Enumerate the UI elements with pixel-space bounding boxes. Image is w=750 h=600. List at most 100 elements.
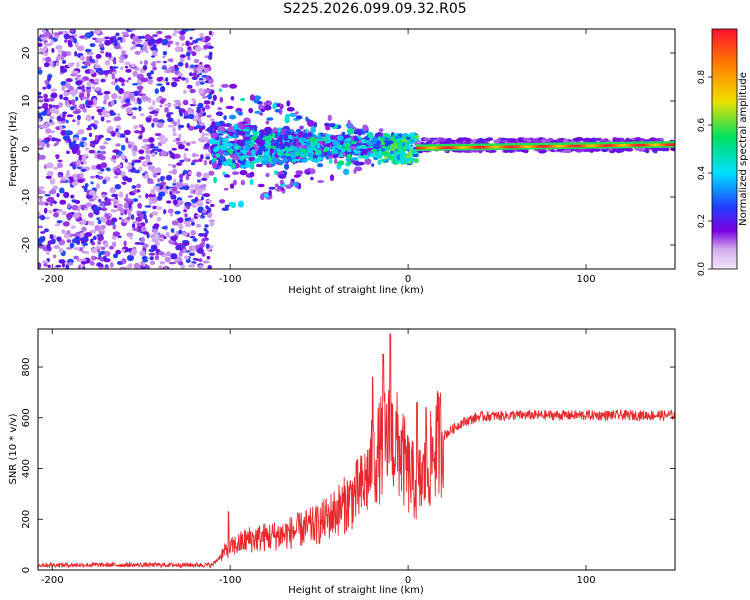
spectrogram-cell [393,151,399,156]
spectrogram-cell [110,198,117,202]
spectrogram-cell [39,196,43,202]
spectrogram-cell [173,103,178,107]
spectrogram-cell [295,151,299,157]
spectrogram-cell [179,54,186,59]
spectrogram-cell [104,200,112,206]
spectrogram-cell [104,266,110,269]
spectrogram-cell [142,259,149,263]
spectrogram-cell [90,181,94,185]
spectrogram-cell [97,240,102,246]
spectrogram-cell [264,140,271,145]
spectrogram-cell [89,69,95,75]
spectrogram-cell [284,163,290,170]
spectrogram-cell [613,149,622,152]
spectrogram-cell [72,119,76,122]
spectrogram-cell [43,98,50,103]
spectrogram-cell [138,135,143,140]
spectrogram-cell [183,116,190,119]
spectrogram-cell [84,183,89,188]
spectrogram-cell [256,149,263,157]
spectrogram-cell [72,110,81,115]
spectrogram-y-tick-label: 10 [21,95,32,108]
spectrogram-cell [317,156,322,162]
spectrogram-cell [140,226,147,232]
spectrogram-cell [67,203,71,209]
spectrogram-cell [170,228,175,233]
spectrogram-cell [76,77,83,81]
spectrogram-cell [588,148,595,153]
spectrogram-cell [562,138,569,144]
spectrogram-cell [186,84,193,89]
spectrogram-cell [38,69,43,75]
spectrogram-cell [66,247,73,250]
spectrogram-cell [120,98,125,104]
spectrogram-cell [158,191,166,197]
spectrogram-cell [397,142,403,147]
spectrogram-cell [218,136,223,142]
spectrogram-cell [145,154,151,161]
spectrogram-cell [120,153,125,160]
spectrogram-cell [541,139,547,143]
spectrogram-cell [110,112,117,116]
spectrogram-cell [142,45,148,52]
spectrogram-cell [79,232,85,238]
spectrogram-cell [212,162,218,169]
spectrogram-cell [244,140,252,146]
spectrogram-cell [179,222,183,228]
spectrogram-cell [230,96,235,101]
spectrogram-cell [645,149,650,154]
spectrogram-cell [155,38,163,44]
spectrogram-cell [150,188,156,195]
spectrogram-cell [202,95,208,99]
spectrogram-cell [80,161,84,165]
spectrogram-cell [159,104,163,108]
spectrogram-cell [89,229,97,234]
spectrogram-cell [187,195,193,198]
spectrogram-cell [52,166,59,170]
spectrogram-cell [399,150,405,156]
spectrogram-cell [121,248,126,252]
spectrogram-cell [341,148,346,153]
spectrogram-cell [531,138,539,142]
spectrogram-cell [248,156,255,162]
spectrogram-image [38,29,675,269]
spectrogram-cell [240,141,246,145]
snr-x-tick-label: -200 [41,575,64,586]
spectrogram-cell [256,100,263,105]
spectrogram-cell [262,136,270,141]
spectrogram-cell [200,214,204,219]
spectrogram-cell [183,157,190,162]
spectrogram-cell [266,145,273,149]
spectrogram-cell [357,146,363,150]
spectrogram-cell [299,154,307,158]
spectrogram-cell [127,77,132,81]
spectrogram-cell [132,70,139,77]
spectrogram-cell [151,122,155,128]
spectrogram-cell [133,262,141,269]
spectrogram-cell [325,143,331,148]
spectrogram-cell [207,265,212,269]
spectrogram-cell [109,36,116,43]
spectrogram-cell [191,159,199,163]
spectrogram-cell [308,147,313,152]
spectrogram-cell [223,151,228,156]
spectrogram-cell [183,220,189,225]
spectrogram-cell [175,106,181,109]
spectrogram-cell [59,125,63,131]
spectrogram-cell [209,221,215,227]
spectrogram-cell [291,146,298,151]
spectrogram-cell [133,189,138,194]
spectrogram-cell [81,84,85,90]
spectrogram-cell [611,141,616,145]
spectrogram-cell [113,41,118,47]
spectrogram-cell [265,120,270,125]
spectrogram-cell [213,147,219,153]
spectrogram-cell [131,223,136,228]
spectrogram-cell [164,35,172,39]
snr-series-line [38,333,675,569]
spectrogram-cell [563,149,572,154]
spectrogram-cell [65,119,69,124]
spectrogram-cell [67,40,73,47]
